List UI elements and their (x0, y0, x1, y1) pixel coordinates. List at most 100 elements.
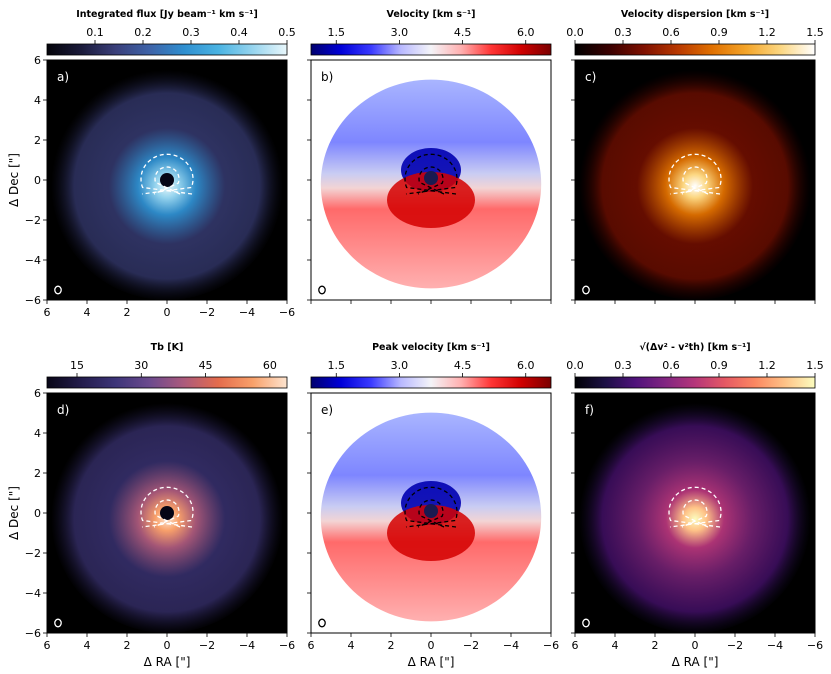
contour-inner (153, 499, 181, 528)
x-tick-label: −2 (199, 639, 215, 652)
map-image (575, 393, 815, 633)
y-tick-label: 6 (34, 387, 41, 400)
contour-inner (417, 166, 445, 195)
contour-outer (404, 486, 458, 528)
colorbar-title: Velocity [km s⁻¹] (386, 9, 475, 20)
y-tick-label: −6 (25, 294, 41, 307)
x-tick-label: 6 (308, 639, 315, 652)
x-tick-label: 6 (572, 639, 579, 652)
x-tick-label: −2 (199, 306, 215, 319)
panel-label: c) (585, 70, 596, 84)
beam-ellipse (54, 618, 62, 628)
x-tick-label: −6 (543, 639, 559, 652)
beam-ellipse (318, 285, 326, 295)
y-axis-label: Δ Dec ["] (7, 153, 21, 207)
x-tick-label: −4 (239, 639, 255, 652)
colorbar-tick-label: 45 (199, 359, 213, 372)
beam-ellipse (54, 285, 62, 295)
x-tick-label: 4 (84, 639, 91, 652)
y-tick-label: −2 (25, 547, 41, 560)
x-tick-label: 2 (388, 639, 395, 652)
colorbar-title: √(Δv² - v²th) [km s⁻¹] (639, 342, 750, 353)
x-tick-label: 2 (124, 639, 131, 652)
x-axis-label: Δ RA ["] (144, 655, 191, 669)
x-tick-label: 2 (652, 639, 659, 652)
colorbar-title: Velocity dispersion [km s⁻¹] (621, 9, 769, 20)
colorbar-title: Peak velocity [km s⁻¹] (372, 342, 490, 353)
x-tick-label: −4 (767, 639, 783, 652)
colorbar-tick-label: 0.5 (278, 26, 296, 39)
y-tick-label: 2 (34, 467, 41, 480)
x-tick-label: 0 (164, 306, 171, 319)
map-image (311, 60, 551, 300)
x-tick-label: 2 (124, 306, 131, 319)
y-tick-label: −6 (25, 627, 41, 640)
colorbar-tick-label: 1.5 (806, 359, 824, 372)
contour-outer (140, 486, 194, 528)
colorbar-tick-label: 0.3 (182, 26, 200, 39)
colorbar-title: Integrated flux [Jy beam⁻¹ km s⁻¹] (76, 9, 258, 20)
map-image (311, 393, 551, 633)
y-tick-label: −4 (25, 254, 41, 267)
colorbar-tick-label: 6.0 (517, 359, 535, 372)
y-tick-label: 0 (34, 507, 41, 520)
colorbar-tick-label: 6.0 (517, 26, 535, 39)
colorbar-6 (574, 376, 816, 389)
x-tick-label: −6 (279, 306, 295, 319)
x-tick-label: 6 (44, 639, 51, 652)
contour-inner (153, 166, 181, 195)
y-tick-label: 6 (34, 54, 41, 67)
colorbar-tick-label: 0.3 (614, 359, 632, 372)
contour-inner (681, 166, 709, 195)
colorbar-tick-label: 4.5 (454, 26, 472, 39)
y-tick-label: 4 (34, 427, 41, 440)
panel-label: b) (321, 70, 333, 84)
x-tick-label: 4 (348, 639, 355, 652)
colorbar-tick-label: 1.5 (328, 359, 346, 372)
x-tick-label: 0 (692, 639, 699, 652)
x-axis-label: Δ RA ["] (672, 655, 719, 669)
colorbar-tick-label: 0.4 (230, 26, 248, 39)
colorbar-tick-label: 1.2 (758, 359, 776, 372)
contour-outer (668, 486, 722, 528)
x-tick-label: −2 (727, 639, 743, 652)
x-tick-label: 4 (612, 639, 619, 652)
colorbar-4 (46, 376, 288, 389)
panel-label: e) (321, 403, 333, 417)
x-tick-label: −6 (279, 639, 295, 652)
y-tick-label: 4 (34, 94, 41, 107)
contour-outer (404, 153, 458, 195)
beam-ellipse (582, 285, 590, 295)
y-axis-label: Δ Dec ["] (7, 486, 21, 540)
y-tick-label: 2 (34, 134, 41, 147)
map-image (47, 60, 287, 300)
x-tick-label: −4 (239, 306, 255, 319)
y-tick-label: 0 (34, 174, 41, 187)
colorbar-tick-label: 0.6 (662, 26, 680, 39)
colorbar-tick-label: 0.9 (710, 26, 728, 39)
colorbar-tick-label: 0.9 (710, 359, 728, 372)
colorbar-tick-label: 0.0 (566, 359, 584, 372)
colorbar-tick-label: 1.5 (806, 26, 824, 39)
colorbar-title: Tb [K] (151, 342, 184, 353)
panel-label: d) (57, 403, 69, 417)
colorbar-tick-label: 3.0 (391, 26, 409, 39)
x-tick-label: 6 (44, 306, 51, 319)
colorbar-5 (310, 376, 552, 389)
contour-inner (417, 499, 445, 528)
beam-ellipse (318, 618, 326, 628)
colorbar-tick-label: 0.2 (134, 26, 152, 39)
colorbar-tick-label: 60 (263, 359, 277, 372)
x-tick-label: −2 (463, 639, 479, 652)
panel-label: a) (57, 70, 69, 84)
colorbar-tick-label: 30 (134, 359, 148, 372)
colorbar-tick-label: 4.5 (454, 359, 472, 372)
y-tick-label: −2 (25, 214, 41, 227)
colorbar-tick-label: 0.3 (614, 26, 632, 39)
colorbar-tick-label: 0.1 (86, 26, 104, 39)
contour-outer (668, 153, 722, 195)
y-tick-label: −4 (25, 587, 41, 600)
x-tick-label: −6 (807, 639, 823, 652)
map-image (575, 60, 815, 300)
